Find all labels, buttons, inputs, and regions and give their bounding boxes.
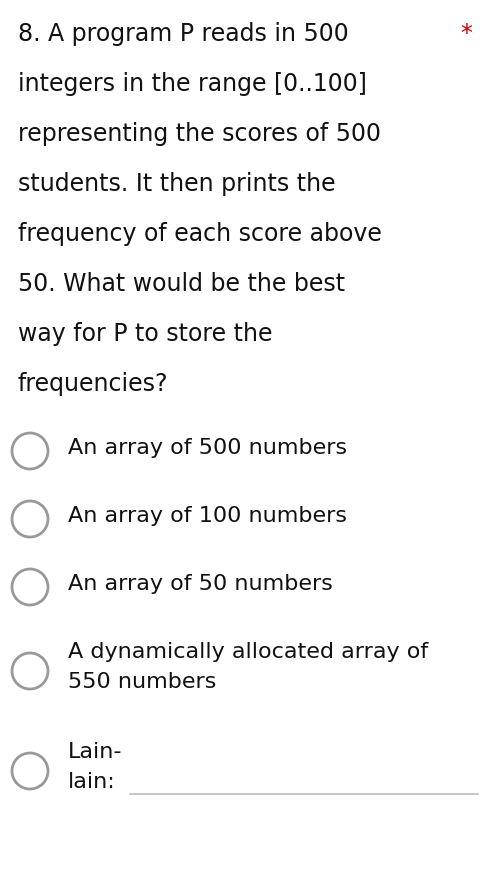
Text: frequency of each score above: frequency of each score above [18, 222, 382, 246]
Text: way for P to store the: way for P to store the [18, 322, 272, 346]
Text: 550 numbers: 550 numbers [68, 672, 216, 692]
Text: An array of 50 numbers: An array of 50 numbers [68, 574, 333, 594]
Text: 8. A program P reads in 500: 8. A program P reads in 500 [18, 22, 349, 46]
Text: students. It then prints the: students. It then prints the [18, 172, 336, 196]
Text: A dynamically allocated array of: A dynamically allocated array of [68, 642, 428, 662]
Text: lain:: lain: [68, 772, 116, 792]
Text: representing the scores of 500: representing the scores of 500 [18, 122, 381, 146]
Text: 50. What would be the best: 50. What would be the best [18, 272, 345, 296]
Text: An array of 500 numbers: An array of 500 numbers [68, 438, 347, 458]
Text: frequencies?: frequencies? [18, 372, 168, 396]
Text: An array of 100 numbers: An array of 100 numbers [68, 506, 347, 526]
Text: Lain-: Lain- [68, 742, 122, 762]
Text: integers in the range [0..100]: integers in the range [0..100] [18, 72, 367, 96]
Text: *: * [460, 22, 472, 46]
